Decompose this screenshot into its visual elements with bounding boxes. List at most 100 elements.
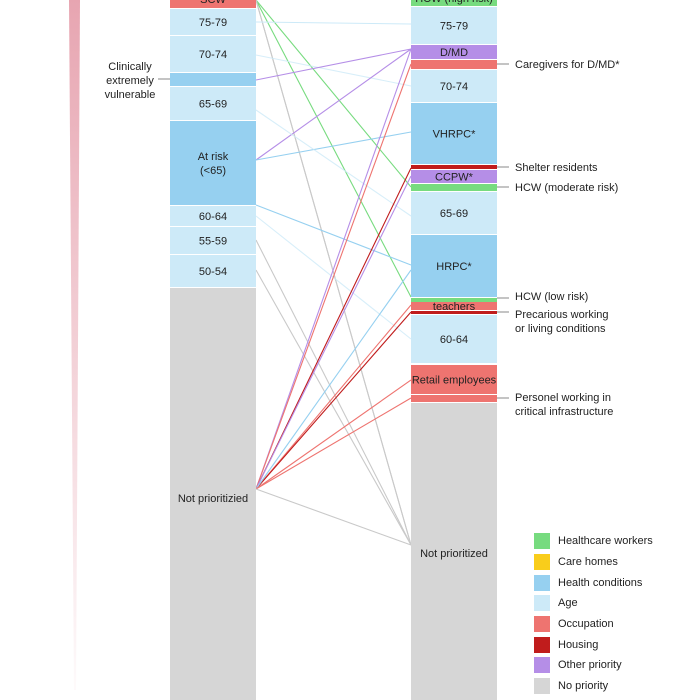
connection-line [255, 48, 412, 490]
left-box-label: Not prioritizied [178, 493, 248, 505]
right-box-label: teachers [433, 301, 476, 313]
left-box-label: 70-74 [199, 49, 227, 61]
legend-label: No priority [558, 680, 609, 693]
legend-swatch [534, 533, 550, 550]
annotation-cev-label: extremely [106, 75, 154, 87]
left-box-label: 55-59 [199, 236, 227, 248]
left-box [170, 255, 256, 287]
annotation-cev-label: Clinically [108, 61, 152, 73]
left-box [170, 73, 256, 86]
legend-item: Other priority [534, 655, 694, 676]
annotation-label: Personel working in [515, 392, 611, 404]
annotation-label: or living conditions [515, 323, 606, 335]
right-box-label: HRPC* [436, 261, 472, 273]
left-box-label: 50-54 [199, 266, 227, 278]
legend-label: Healthcare workers [558, 535, 653, 548]
right-box [411, 365, 497, 394]
legend-swatch [534, 574, 550, 591]
legend-label: Other priority [558, 659, 622, 672]
legend-item: Healthcare workers [534, 531, 694, 552]
right-box-label: 70-74 [440, 81, 468, 93]
legend-item: Care homes [534, 552, 694, 573]
connection-line [255, 54, 412, 87]
right-box-label: 65-69 [440, 208, 468, 220]
left-box [170, 288, 256, 700]
connection-line [255, 48, 412, 161]
connection-line [255, 304, 412, 490]
legend-swatch [534, 554, 550, 571]
connection-line [255, 397, 412, 490]
connection-line [255, 269, 412, 546]
right-box [411, 70, 497, 102]
connection-lines [255, 0, 412, 546]
connection-line [255, 175, 412, 490]
right-box [411, 0, 497, 6]
legend-label: Care homes [558, 556, 618, 569]
connection-line [255, 167, 412, 490]
annotation-label: HCW (low risk) [515, 291, 588, 303]
connection-line [255, 379, 412, 490]
right-box [411, 298, 497, 302]
right-box-label: VHRPC* [433, 129, 477, 141]
connection-line [255, 21, 412, 25]
right-box [411, 311, 497, 314]
right-box [411, 170, 497, 183]
legend-swatch [534, 616, 550, 633]
priority-gradient-wedge [69, 0, 80, 690]
annotation-cev-label: vulnerable [105, 89, 156, 101]
annotation-label: Shelter residents [515, 162, 598, 174]
legend-swatch [534, 657, 550, 674]
legend: Healthcare workers Care homes Health con… [534, 531, 694, 697]
legend-label: Housing [558, 638, 599, 651]
connection-line [255, 109, 412, 217]
legend-item: No priority [534, 676, 694, 697]
legend-swatch [534, 678, 550, 695]
left-box [170, 9, 256, 35]
connection-line [255, 0, 412, 298]
left-box-label: 75-79 [199, 17, 227, 29]
right-box [411, 103, 497, 164]
left-column: SCW 75-79 70-74 65-69 At risk (<65) 60-64 55-59… [170, 0, 256, 700]
right-box [411, 7, 497, 44]
right-box [411, 235, 497, 297]
legend-label: Occupation [558, 618, 614, 631]
connection-line [255, 63, 412, 490]
left-box [170, 121, 256, 205]
right-box-label: Not prioritized [420, 548, 488, 560]
connection-line [255, 0, 412, 546]
left-box [170, 206, 256, 226]
right-box-label: HCW (high risk) [415, 0, 493, 5]
right-box [411, 403, 497, 700]
annotation-label: Caregivers for D/MD* [515, 59, 620, 71]
legend-swatch [534, 636, 550, 653]
connection-line [255, 311, 412, 490]
legend-item: Health conditions [534, 572, 694, 593]
legend-item: Housing [534, 634, 694, 655]
right-box [411, 184, 497, 191]
right-box [411, 302, 497, 310]
right-box [411, 395, 497, 402]
annotation-label: HCW (moderate risk) [515, 182, 618, 194]
left-box-label: At risk [198, 151, 229, 163]
right-box [411, 192, 497, 234]
side-annotations: Clinically extremely vulnerable Caregivers … [105, 59, 621, 418]
left-box [170, 0, 256, 8]
right-column: HCW (high risk) 75-79 D/MD 70-74 VHRPC* CCPW*… [411, 0, 497, 700]
right-box-label: CCPW* [435, 172, 474, 184]
legend-label: Age [558, 597, 578, 610]
right-box-label: D/MD [440, 47, 468, 59]
left-box-label: 60-64 [199, 211, 227, 223]
connection-line [255, 239, 412, 546]
right-box [411, 60, 497, 69]
connection-line [255, 488, 412, 546]
left-box [170, 87, 256, 120]
right-box-label: Retail employees [412, 375, 497, 387]
right-box [411, 315, 497, 363]
legend-swatch [534, 595, 550, 612]
connection-line [255, 48, 412, 81]
connection-line [255, 131, 412, 161]
connection-line [255, 269, 412, 490]
left-box [170, 227, 256, 254]
left-box-label: (<65) [200, 165, 226, 177]
